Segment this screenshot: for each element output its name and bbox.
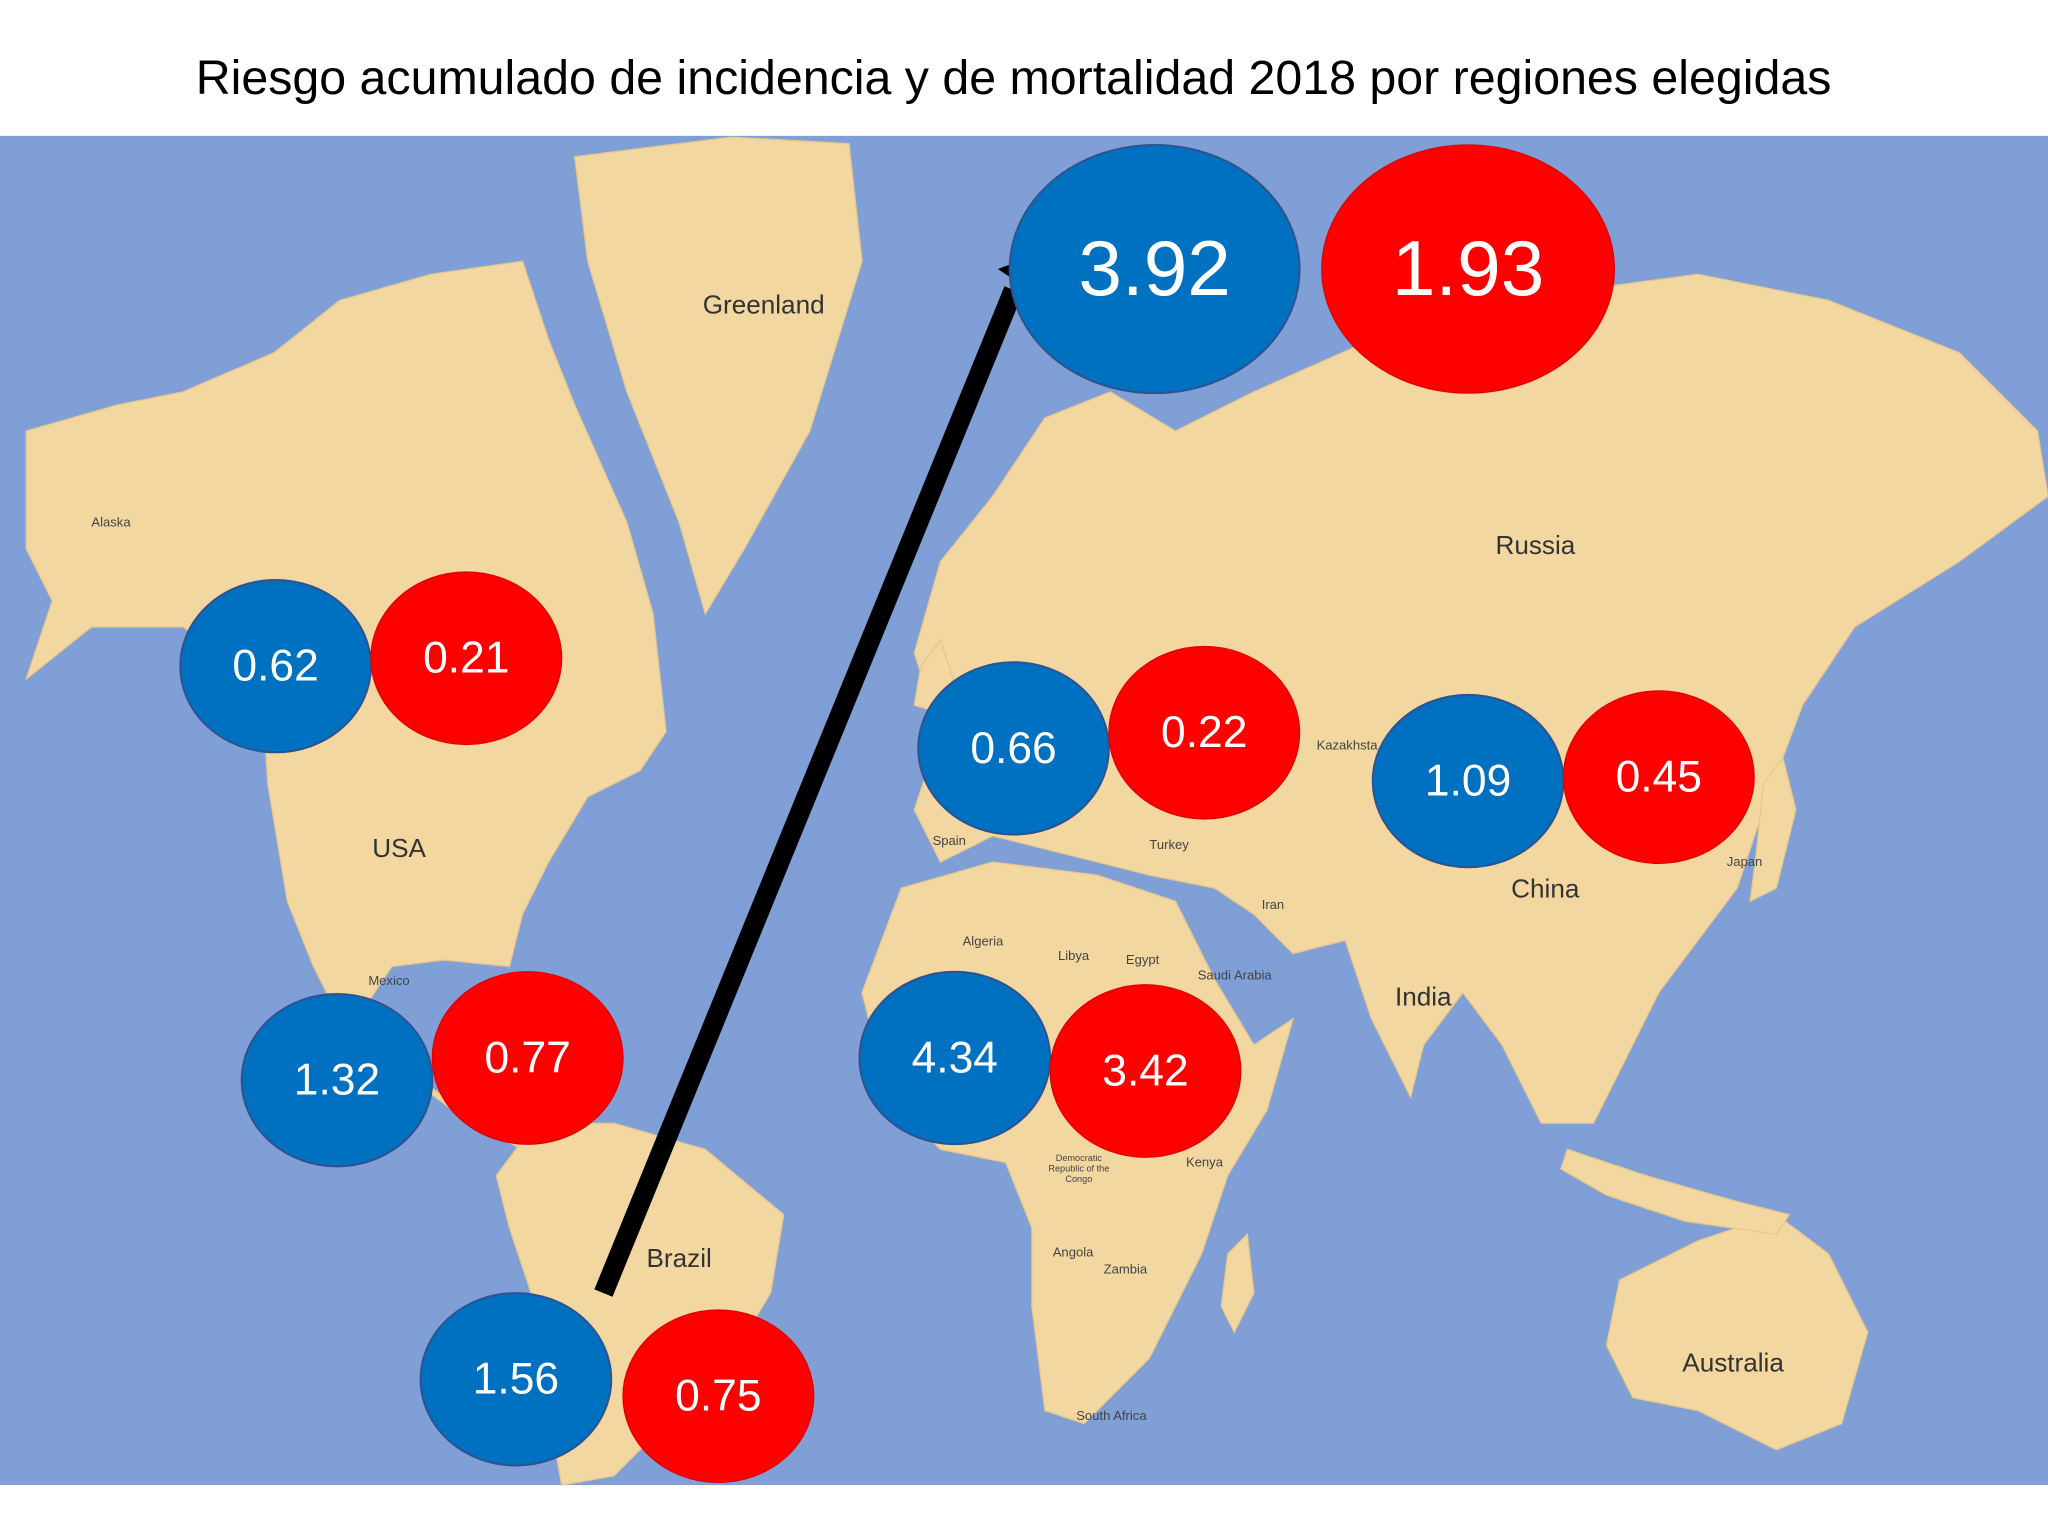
incidence-value: 3.92 [1078,224,1231,312]
arrow-line [594,286,1023,1297]
mortality-bubble [370,571,563,746]
mortality-value: 0.21 [423,634,509,683]
incidence-value: 1.32 [294,1056,380,1105]
label-kenya: Kenya [1186,1154,1224,1169]
label-algeria: Algeria [963,934,1004,949]
label-zambia: Zambia [1104,1261,1148,1276]
mortality-value: 1.93 [1392,224,1545,312]
label-brazil: Brazil [647,1243,712,1273]
label-china: China [1511,873,1580,903]
incidence-value: 0.62 [232,641,318,690]
marker-highlight: 3.92 1.93 [1008,144,1616,395]
incidence-bubble [858,970,1052,1146]
marker-east-asia: 1.09 0.45 [1371,690,1755,869]
incidence-value: 1.56 [473,1355,559,1404]
mortality-bubble [1049,984,1242,1158]
label-kazakhstan: Kazakhsta [1317,738,1379,753]
marker-europe: 0.66 0.22 [917,645,1301,836]
marker-africa: 4.34 3.42 [858,970,1242,1158]
greenland [573,136,863,616]
indonesia [1560,1148,1791,1235]
marker-north-america: 0.62 0.21 [179,571,563,754]
label-alaska: Alaska [91,514,131,529]
slide-title: Riesgo acumulado de incidencia y de mort… [196,51,1832,105]
label-iran: Iran [1262,897,1284,912]
label-saudi-arabia: Saudi Arabia [1198,968,1273,983]
incidence-value: 4.34 [912,1033,998,1082]
label-mexico: Mexico [368,973,409,988]
label-india: India [1395,982,1452,1012]
mortality-value: 0.22 [1161,708,1247,757]
marker-south-america: 1.56 0.75 [419,1292,815,1484]
label-south-africa: South Africa [1076,1408,1147,1423]
mortality-value: 0.45 [1616,752,1702,801]
incidence-value: 1.09 [1425,756,1511,805]
mortality-value: 3.42 [1102,1046,1188,1095]
mortality-bubble [431,971,624,1145]
label-usa: USA [372,833,426,863]
label-drc: Democratic Republic of the Congo [1048,1154,1110,1185]
incidence-bubble [917,661,1110,836]
label-drc-wrapper: Democratic Republic of the Congo [1048,1154,1110,1185]
label-spain: Spain [933,833,966,848]
label-greenland: Greenland [703,289,825,319]
incidence-bubble [419,1292,613,1467]
label-turkey: Turkey [1149,837,1189,852]
mortality-bubble [622,1309,815,1484]
mortality-value: 0.75 [675,1372,761,1421]
incidence-bubble [240,992,434,1168]
mortality-bubble [1108,645,1301,820]
label-japan: Japan [1727,854,1763,869]
madagascar [1220,1232,1255,1334]
label-australia: Australia [1682,1347,1784,1377]
label-egypt: Egypt [1126,952,1160,967]
marker-central-america: 1.32 0.77 [240,971,624,1168]
label-angola: Angola [1053,1244,1094,1259]
label-libya: Libya [1058,948,1090,963]
mortality-value: 0.77 [484,1033,570,1082]
incidence-bubble [1008,144,1301,395]
mortality-bubble [1321,144,1616,394]
mortality-bubble [1562,690,1755,864]
incidence-value: 0.66 [970,724,1056,773]
japan [1749,756,1797,903]
label-russia: Russia [1496,530,1576,560]
